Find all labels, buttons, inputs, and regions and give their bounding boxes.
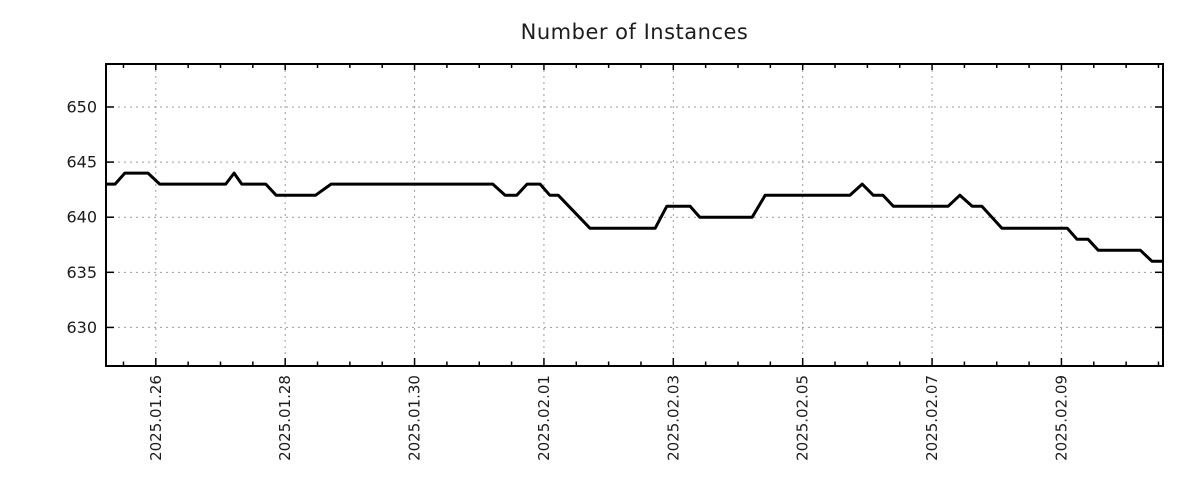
y-tick-label: 640 xyxy=(66,208,97,227)
x-tick-label: 2025.01.26 xyxy=(147,375,165,461)
x-tick-label: 2025.02.05 xyxy=(794,375,812,461)
x-tick-label: 2025.01.30 xyxy=(406,375,424,461)
x-tick-label: 2025.02.09 xyxy=(1052,375,1070,461)
x-tick-label: 2025.02.01 xyxy=(535,375,553,461)
x-tick-label: 2025.02.07 xyxy=(923,375,941,461)
y-tick-label: 630 xyxy=(66,318,97,337)
series-instances-line xyxy=(106,171,1163,263)
axis-ticks xyxy=(106,64,1163,366)
plot-border xyxy=(105,63,1164,367)
axis-labels: 630 635 640 645 650 2025.01.26 2025.01.28 2025.… xyxy=(66,97,1070,460)
gridlines xyxy=(106,64,1163,366)
x-tick-label: 2025.01.28 xyxy=(276,375,294,461)
chart-title: Number of Instances xyxy=(520,20,749,44)
x-tick-label: 2025.02.03 xyxy=(664,375,682,461)
y-tick-label: 635 xyxy=(66,263,97,282)
y-tick-label: 645 xyxy=(66,153,97,172)
y-tick-label: 650 xyxy=(66,97,97,116)
